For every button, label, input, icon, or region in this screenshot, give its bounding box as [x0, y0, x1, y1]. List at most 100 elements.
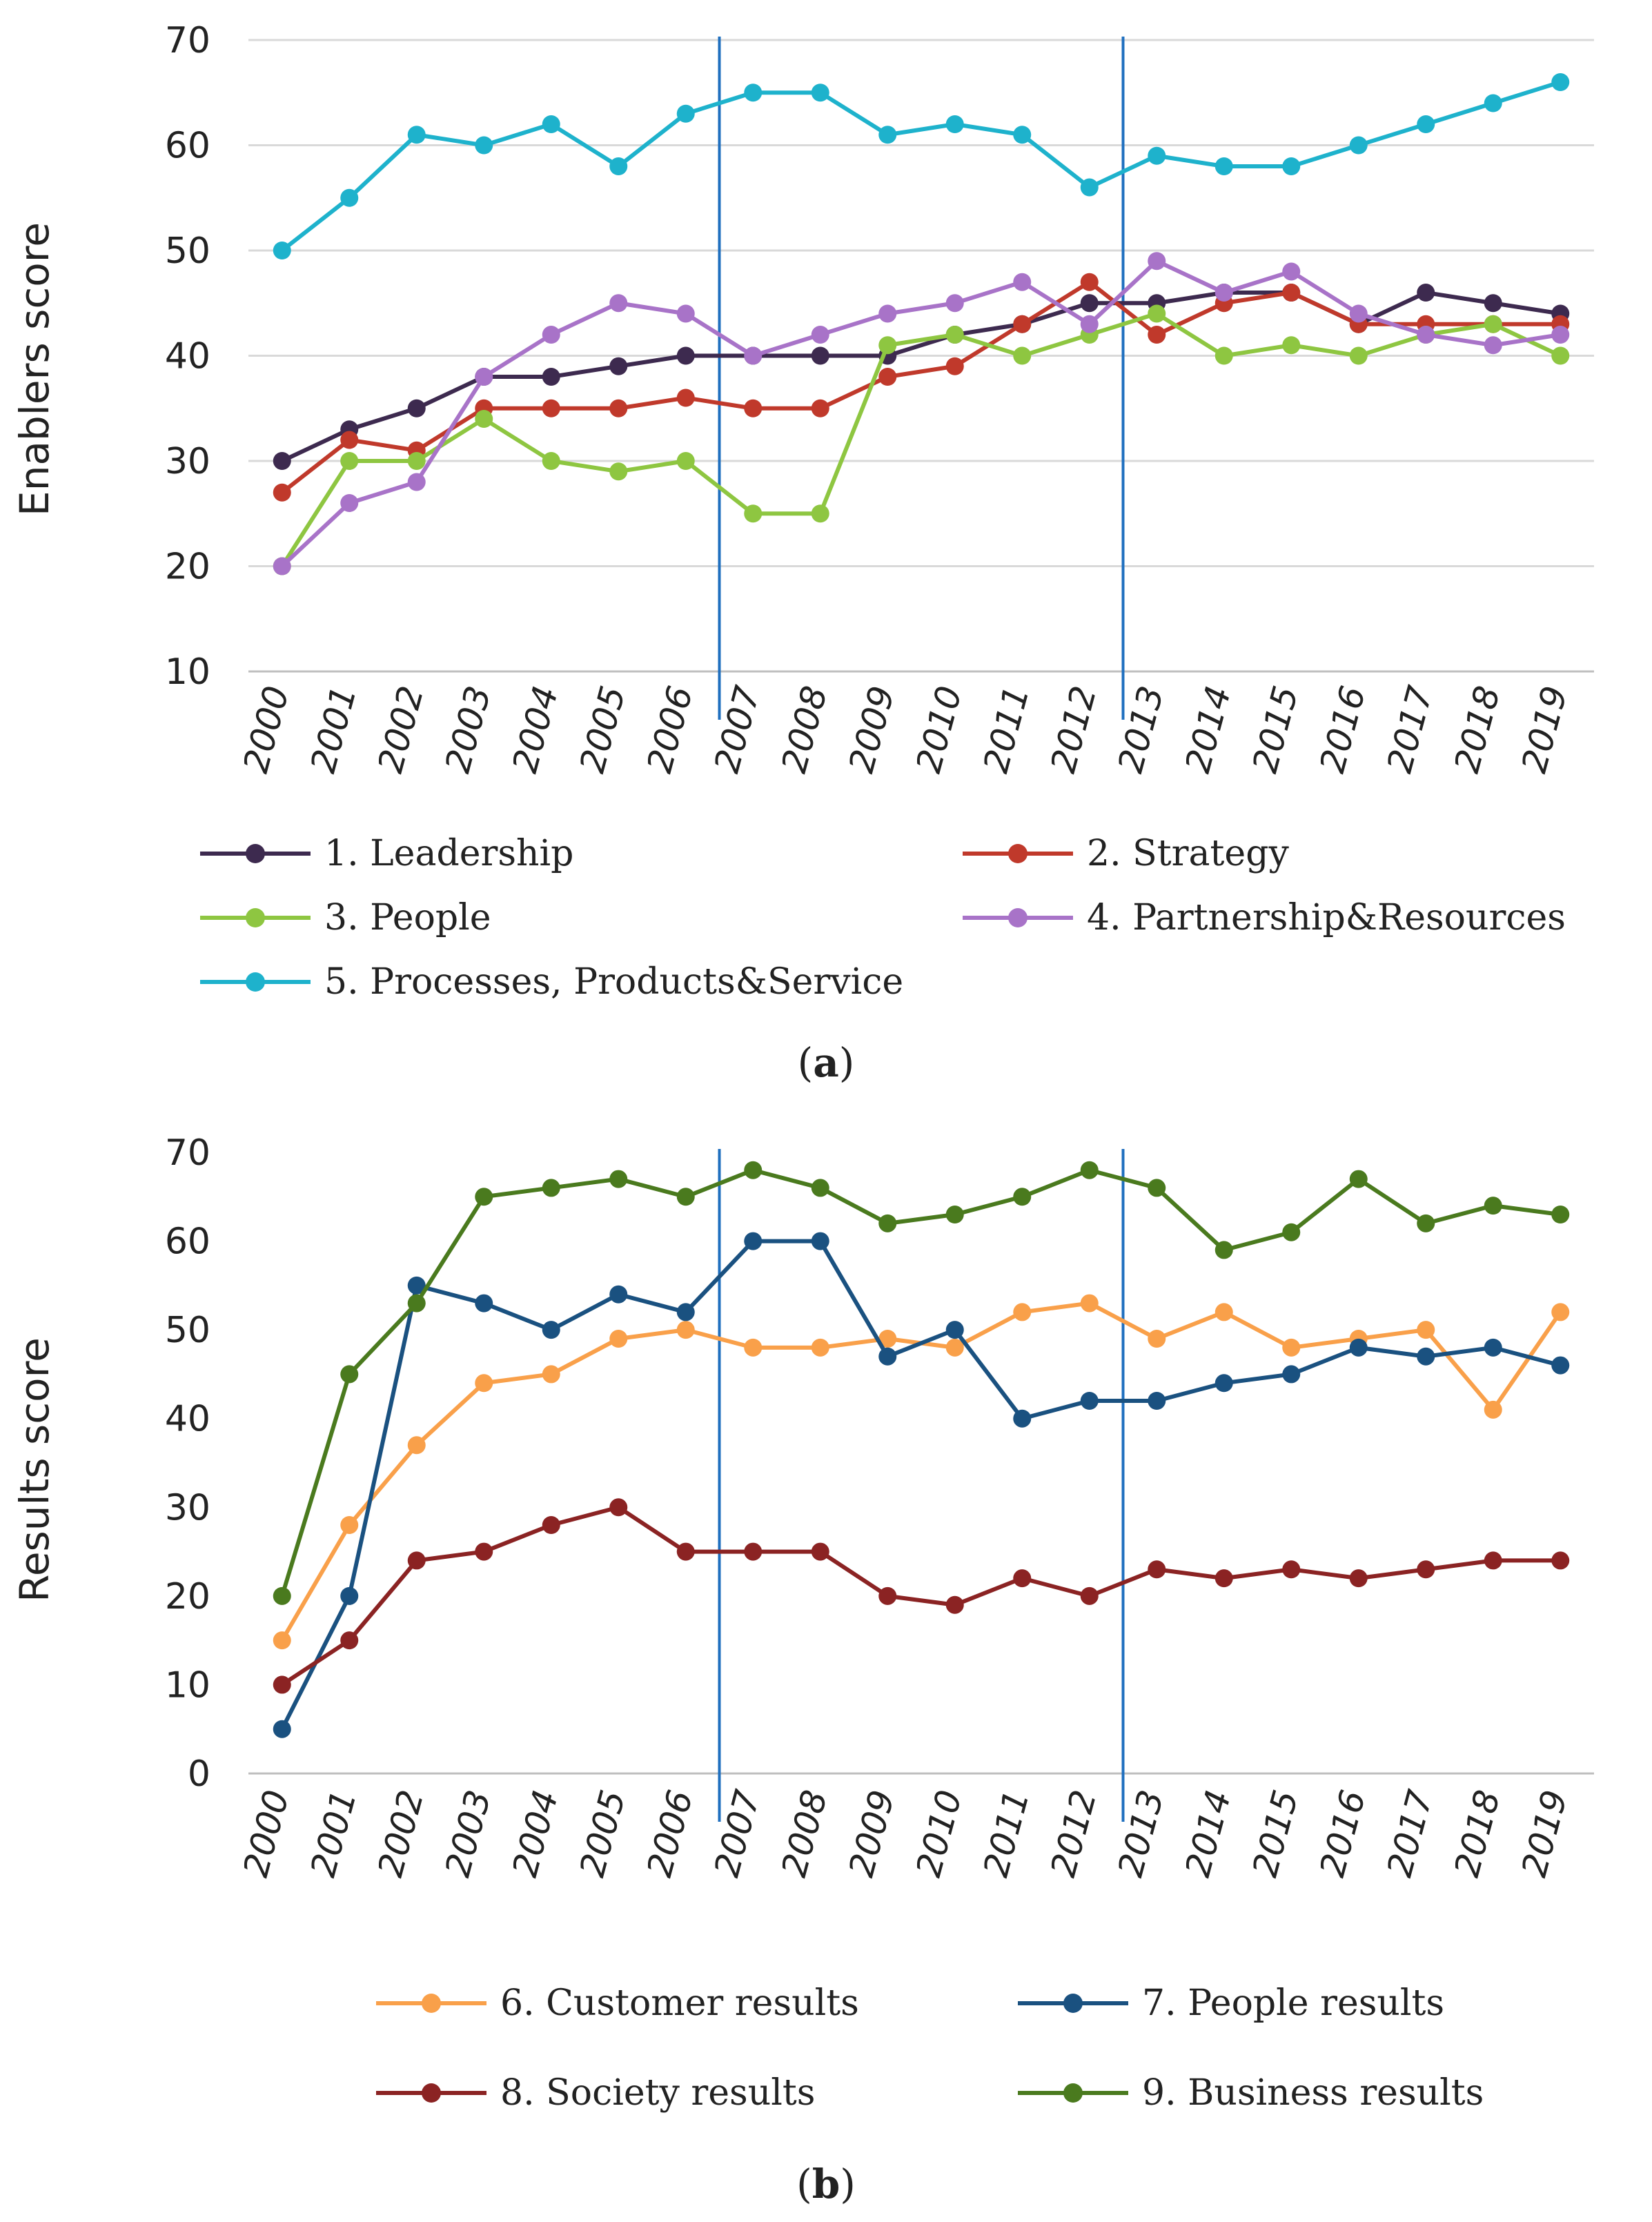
panel-label-a-letter: a [813, 1039, 839, 1086]
chart0-point-5-processes-products-service-2012 [1080, 178, 1099, 197]
chart0-point-4-partnership-resources-2012 [1080, 315, 1099, 333]
chart1-x-tick-2015: 2015 [1245, 1786, 1306, 1881]
chart0-point-5-processes-products-service-2009 [878, 126, 897, 144]
chart1-point-6-customer-results-2007 [744, 1338, 763, 1357]
legend-item-people-results: 7. People results [1018, 1983, 1444, 2024]
chart1-x-tick-2006: 2006 [639, 1786, 700, 1881]
chart0-point-3-people-2009 [878, 336, 897, 355]
chart1-point-7-people-results-2007 [744, 1232, 763, 1250]
legend-label-society-results: 8. Society results [500, 2072, 815, 2114]
chart0-x-tick-2001: 2001 [303, 682, 364, 777]
chart0-point-4-partnership-resources-2003 [475, 368, 493, 386]
chart1-point-9-business-results-2016 [1349, 1170, 1368, 1188]
chart1-point-7-people-results-2005 [609, 1285, 628, 1304]
chart0-point-3-people-2011 [1013, 346, 1032, 365]
chart0-point-4-partnership-resources-2002 [407, 473, 426, 491]
chart1-y-tick-50: 50 [165, 1310, 210, 1351]
chart1-point-6-customer-results-2006 [676, 1321, 695, 1339]
chart1-point-7-people-results-2003 [475, 1294, 493, 1312]
chart1-point-8-society-results-2018 [1484, 1551, 1502, 1570]
chart1-x-tick-2002: 2002 [370, 1786, 431, 1881]
legend-label-customer-results: 6. Customer results [500, 1983, 859, 2024]
chart0-x-tick-2006: 2006 [639, 682, 700, 777]
chart1-point-8-society-results-2014 [1215, 1569, 1233, 1588]
chart1-point-9-business-results-2013 [1148, 1179, 1166, 1197]
chart0-point-4-partnership-resources-2015 [1282, 262, 1301, 281]
chart0-point-1-leadership-2008 [811, 346, 829, 365]
chart1-point-6-customer-results-2000 [273, 1631, 291, 1650]
chart1-point-8-society-results-2017 [1417, 1560, 1435, 1579]
chart1-point-7-people-results-2008 [811, 1232, 829, 1250]
chart1-point-6-customer-results-2005 [609, 1330, 628, 1348]
chart0-point-2-strategy-2015 [1282, 284, 1301, 302]
chart0-point-3-people-2003 [475, 410, 493, 428]
chart0-x-tick-2011: 2011 [976, 682, 1037, 777]
chart0-point-3-people-2014 [1215, 346, 1233, 365]
chart1-y-tick-60: 60 [165, 1221, 210, 1263]
chart0-point-4-partnership-resources-2010 [945, 294, 964, 313]
chart1-point-7-people-results-2012 [1080, 1392, 1099, 1410]
chart0-point-2-strategy-2013 [1148, 326, 1166, 344]
chart1-point-9-business-results-2018 [1484, 1197, 1502, 1215]
legend-item-partnership: 4. Partnership&Resources [963, 897, 1566, 938]
chart1-x-tick-2008: 2008 [774, 1786, 835, 1881]
chart1-line-6-customer-results [280, 1301, 1562, 1642]
legend-item-leadership: 1. Leadership [200, 833, 573, 874]
y-axis-label-results: Results score [11, 1337, 58, 1602]
chart0-point-3-people-2001 [340, 452, 359, 470]
chart0-point-2-strategy-2001 [340, 431, 359, 449]
chart0-point-1-leadership-2006 [676, 346, 695, 365]
chart0-point-4-partnership-resources-2005 [609, 294, 628, 313]
chart0-x-tick-2010: 2010 [908, 682, 970, 777]
chart1-point-8-society-results-2006 [676, 1542, 695, 1561]
chart0-x-tick-2017: 2017 [1379, 682, 1441, 777]
legend-label-business-results: 9. Business results [1142, 2072, 1484, 2114]
chart0-point-4-partnership-resources-2009 [878, 304, 897, 323]
chart1-series-7-people-results [273, 1232, 1570, 1738]
legend-item-business-results: 9. Business results [1018, 2072, 1484, 2114]
chart1-point-6-customer-results-2017 [1417, 1321, 1435, 1339]
legend-item-people: 3. People [200, 897, 491, 938]
chart1-point-7-people-results-2004 [542, 1321, 560, 1339]
chart1-x-tick-2014: 2014 [1177, 1786, 1239, 1881]
chart1-point-6-customer-results-2001 [340, 1516, 359, 1534]
chart0-point-4-partnership-resources-2016 [1349, 304, 1368, 323]
legend-item-processes: 5. Processes, Products&Service [200, 961, 903, 1003]
chart1-point-8-society-results-2011 [1013, 1569, 1032, 1588]
panel-label-b: (b) [796, 2161, 856, 2208]
chart1-point-7-people-results-2002 [407, 1276, 426, 1295]
chart0-point-3-people-2008 [811, 504, 829, 523]
chart1-y-tick-0: 0 [188, 1753, 210, 1795]
chart1-point-7-people-results-2015 [1282, 1365, 1301, 1384]
chart1-point-8-society-results-2012 [1080, 1586, 1099, 1605]
chart0-y-tick-70: 70 [165, 20, 210, 61]
chart1-point-9-business-results-2000 [273, 1586, 291, 1605]
chart1-point-6-customer-results-2003 [475, 1374, 493, 1393]
chart1-line-7-people-results [280, 1239, 1562, 1731]
chart1-x-tick-2012: 2012 [1043, 1786, 1104, 1881]
chart0-point-1-leadership-2017 [1417, 284, 1435, 302]
chart1-point-9-business-results-2015 [1282, 1223, 1301, 1241]
chart1-point-6-customer-results-2014 [1215, 1303, 1233, 1321]
chart0-x-tick-2005: 2005 [572, 682, 633, 777]
chart1-point-8-society-results-2002 [407, 1551, 426, 1570]
chart0-x-tick-2002: 2002 [370, 682, 431, 777]
chart0-line-5-processes-products-service [280, 80, 1562, 253]
chart1-x-tick-2001: 2001 [303, 1786, 364, 1881]
chart1-point-8-society-results-2010 [945, 1595, 964, 1614]
chart1-point-6-customer-results-2002 [407, 1436, 426, 1455]
legend-label-partnership: 4. Partnership&Resources [1087, 897, 1566, 938]
chart1-point-8-society-results-2019 [1551, 1551, 1570, 1570]
chart1-point-8-society-results-2000 [273, 1675, 291, 1694]
chart1-point-6-customer-results-2018 [1484, 1400, 1502, 1419]
chart0-x-tick-2019: 2019 [1514, 682, 1575, 777]
chart1-point-6-customer-results-2013 [1148, 1330, 1166, 1348]
chart0-point-3-people-2010 [945, 326, 964, 344]
chart1-point-9-business-results-2007 [744, 1161, 763, 1179]
chart1-point-6-customer-results-2010 [945, 1338, 964, 1357]
chart0-point-4-partnership-resources-2014 [1215, 284, 1233, 302]
chart0-point-4-partnership-resources-2008 [811, 326, 829, 344]
chart0-point-2-strategy-2008 [811, 399, 829, 417]
chart0-point-3-people-2007 [744, 504, 763, 523]
chart0-series-4-partnership-resources [273, 252, 1570, 576]
